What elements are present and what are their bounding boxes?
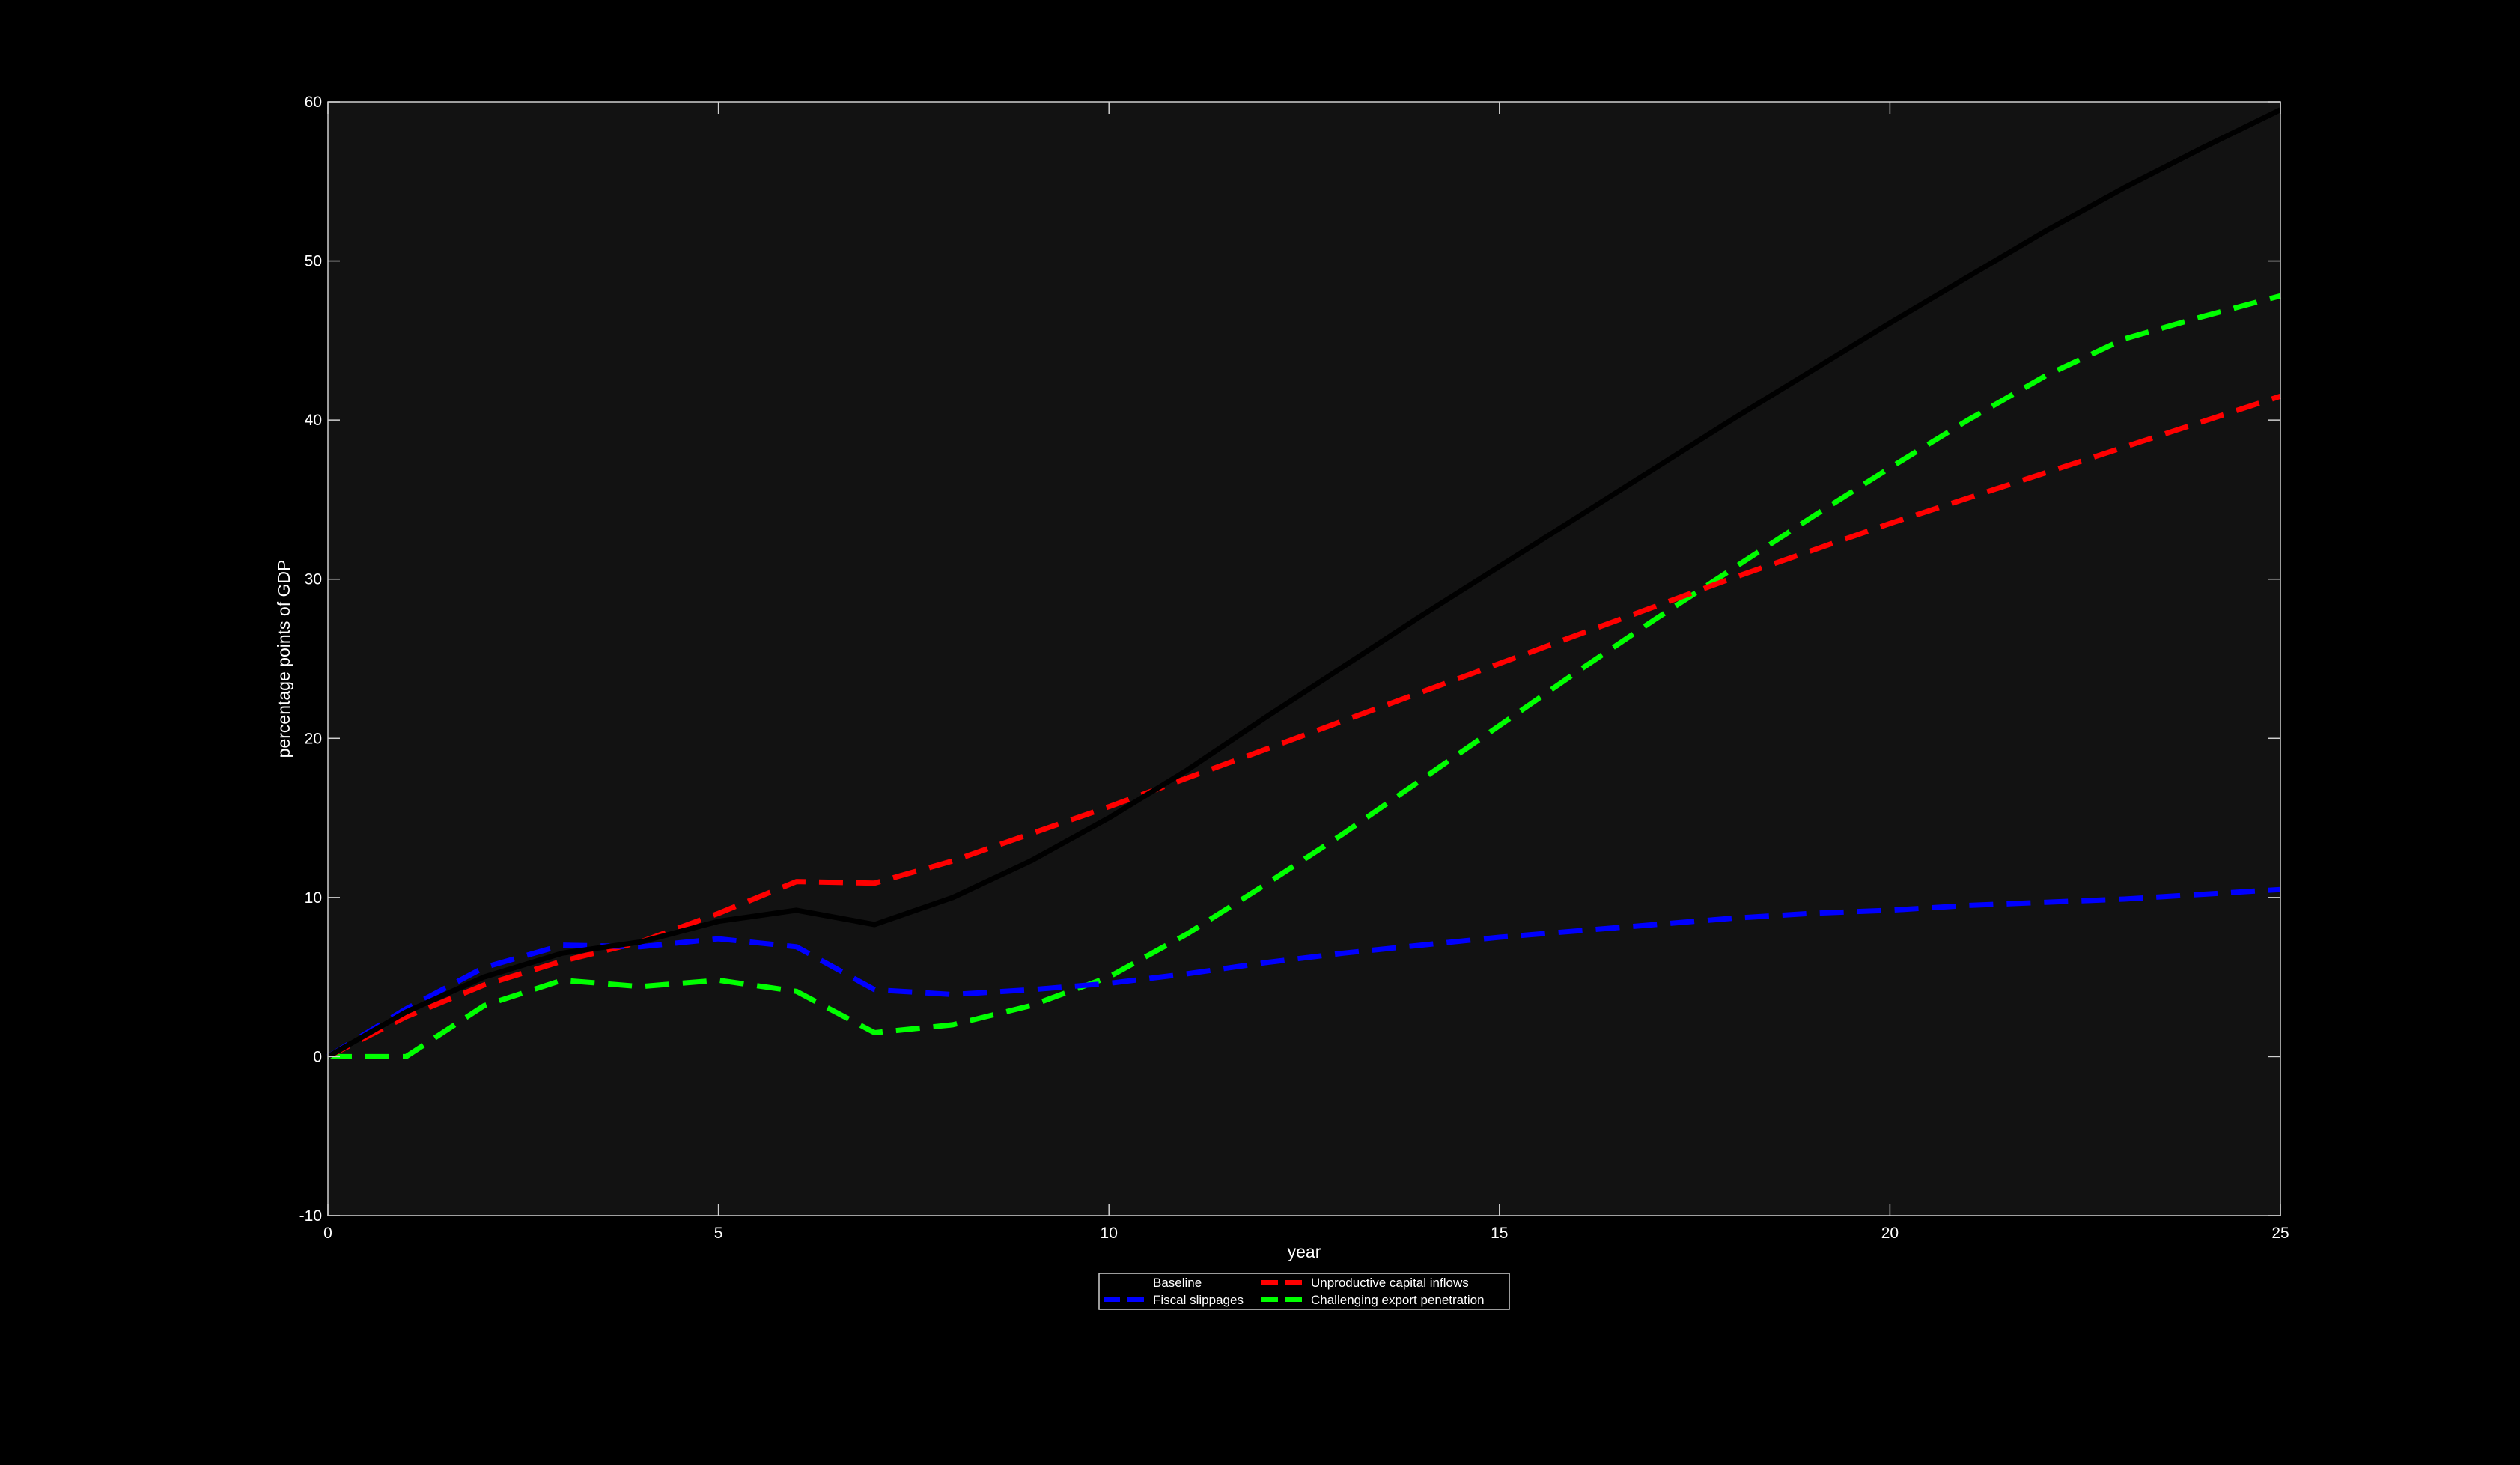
y-tick-label: 20 — [305, 730, 322, 747]
x-axis-label: year — [1288, 1242, 1321, 1261]
y-tick-label: 40 — [305, 412, 322, 429]
x-axis: 0 5 10 15 20 25 — [323, 102, 2289, 1242]
axes-frame — [327, 101, 2281, 1216]
legend: Baseline Fiscal slippages Unproductive cap… — [1098, 1273, 1510, 1310]
legend-box — [1098, 1273, 1510, 1310]
series-layer — [326, 107, 2282, 1059]
x-tick-label: 0 — [323, 1225, 332, 1242]
series-line-fiscal-slippages — [326, 886, 2281, 1059]
x-tick-label: 10 — [1101, 1225, 1118, 1242]
legend-label: Fiscal slippages — [1153, 1293, 1244, 1307]
y-tick-label: 10 — [305, 889, 322, 907]
y-tick-label: 30 — [305, 571, 322, 588]
x-tick-label: 15 — [1491, 1225, 1508, 1242]
x-tick-label: 25 — [2271, 1225, 2289, 1242]
y-tick-label: -10 — [299, 1207, 322, 1225]
y-tick-label: 0 — [313, 1048, 322, 1065]
legend-label: Unproductive capital inflows — [1311, 1276, 1469, 1290]
series-line-challenging-export-penetration — [328, 293, 2281, 1059]
y-axis-label: percentage points of GDP — [274, 560, 293, 758]
y-axis: -10 0 10 20 30 40 50 60 — [299, 94, 2280, 1225]
x-tick-label: 5 — [714, 1225, 723, 1242]
plot-area — [328, 102, 2280, 1216]
y-tick-label: 60 — [305, 94, 322, 111]
series-line-baseline — [326, 107, 2282, 1059]
y-tick-label: 50 — [305, 253, 322, 270]
legend-label: Baseline — [1153, 1276, 1202, 1290]
x-tick-label: 20 — [1881, 1225, 1899, 1242]
legend-label: Challenging export penetration — [1311, 1293, 1485, 1307]
